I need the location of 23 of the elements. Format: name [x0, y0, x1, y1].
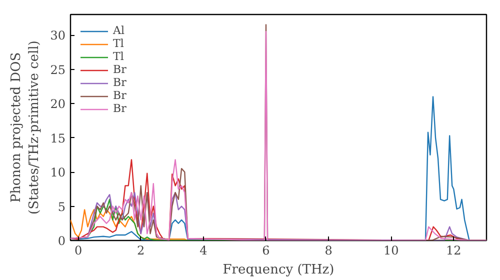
y-tick-label: 25: [50, 62, 66, 77]
y-tick-label: 10: [50, 166, 66, 180]
x-tick-label: 2: [137, 244, 145, 258]
x-tick-label: 10: [383, 244, 399, 258]
x-tick-label: 4: [200, 244, 208, 258]
legend-label: Br: [113, 102, 128, 115]
legend-label: Br: [113, 89, 128, 102]
legend-label: Tl: [113, 37, 125, 50]
y-tick-label: 20: [50, 97, 66, 112]
y-tick-label: 15: [50, 131, 66, 146]
x-tick-label: 6: [262, 244, 270, 258]
legend-label: Br: [113, 76, 128, 89]
legend-label: Tl: [113, 50, 125, 63]
y-tick-label: 0: [58, 234, 66, 248]
legend-label: Br: [113, 63, 128, 76]
y-tick-label: 30: [50, 28, 66, 43]
x-axis-title: Frequency (THz): [222, 262, 334, 278]
x-tick-label: 12: [446, 244, 462, 258]
y-tick-label: 5: [58, 200, 66, 214]
x-tick-label: 0: [74, 244, 82, 258]
x-tick-label: 8: [324, 244, 332, 258]
legend-label: Al: [113, 24, 126, 37]
y-axis-title: Phonon projected DOS (States/THz·primitive cell): [9, 40, 42, 214]
